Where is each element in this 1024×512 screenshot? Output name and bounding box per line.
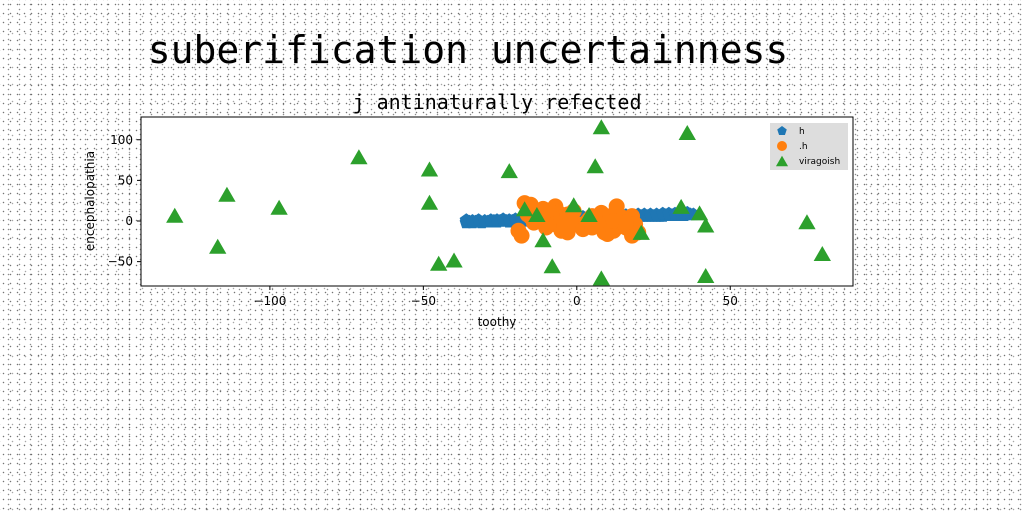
chart-title: j antinaturally refected: [353, 90, 642, 114]
legend-marker: [777, 126, 787, 136]
data-point: [515, 201, 534, 217]
y-tick-label: 50: [118, 173, 133, 187]
figure-suptitle: suberification uncertainness: [148, 28, 789, 72]
data-point: [586, 158, 604, 174]
x-tick-label: 50: [723, 294, 738, 308]
y-axis-label: encephalopathia: [83, 151, 97, 251]
data-point: [605, 213, 622, 229]
data-point: [445, 252, 463, 268]
x-tick-label: −50: [411, 294, 436, 308]
y-axis: −50 0 50 100: [108, 133, 141, 269]
data-marks: [166, 119, 831, 286]
data-point: [632, 224, 650, 240]
legend-label: .h: [799, 142, 808, 152]
x-axis: −100 −50 0 50: [253, 286, 738, 308]
data-point: [420, 194, 439, 210]
plot-frame: [140, 116, 854, 287]
legend-marker: [775, 155, 789, 167]
legend-label: h: [799, 127, 805, 137]
y-tick-label: 0: [125, 214, 133, 228]
data-point: [420, 161, 439, 177]
data-point: [697, 267, 715, 283]
y-tick-label: 100: [110, 133, 133, 147]
data-point: [798, 214, 816, 230]
data-point: [534, 232, 552, 248]
data-point: [430, 255, 448, 271]
plot-area: [141, 117, 853, 286]
data-point: [672, 198, 690, 214]
data-point: [218, 186, 236, 202]
x-axis-label: toothy: [478, 315, 517, 329]
data-point: [565, 197, 583, 213]
data-point: [270, 199, 288, 215]
data-point: [500, 163, 518, 179]
data-point: [350, 149, 368, 165]
data-point: [580, 207, 598, 222]
data-point: [697, 217, 715, 233]
x-tick-label: −100: [253, 294, 286, 308]
data-point: [166, 207, 184, 223]
data-point: [592, 270, 611, 286]
data-point: [678, 124, 696, 140]
data-point: [690, 205, 709, 221]
y-tick-label: −50: [108, 255, 133, 269]
data-point: [617, 214, 634, 231]
data-point: [543, 258, 561, 274]
data-point: [528, 207, 546, 222]
data-point: [592, 119, 611, 135]
data-point: [510, 222, 527, 239]
series-viragoish-marks: [166, 119, 831, 286]
x-tick-label: 0: [573, 294, 581, 308]
series-h-marks: [510, 195, 647, 244]
data-point: [209, 238, 227, 254]
data-point: [813, 246, 831, 261]
legend: h .h viragoish: [770, 123, 848, 170]
legend-marker: [777, 141, 787, 151]
legend-label: viragoish: [799, 157, 840, 167]
